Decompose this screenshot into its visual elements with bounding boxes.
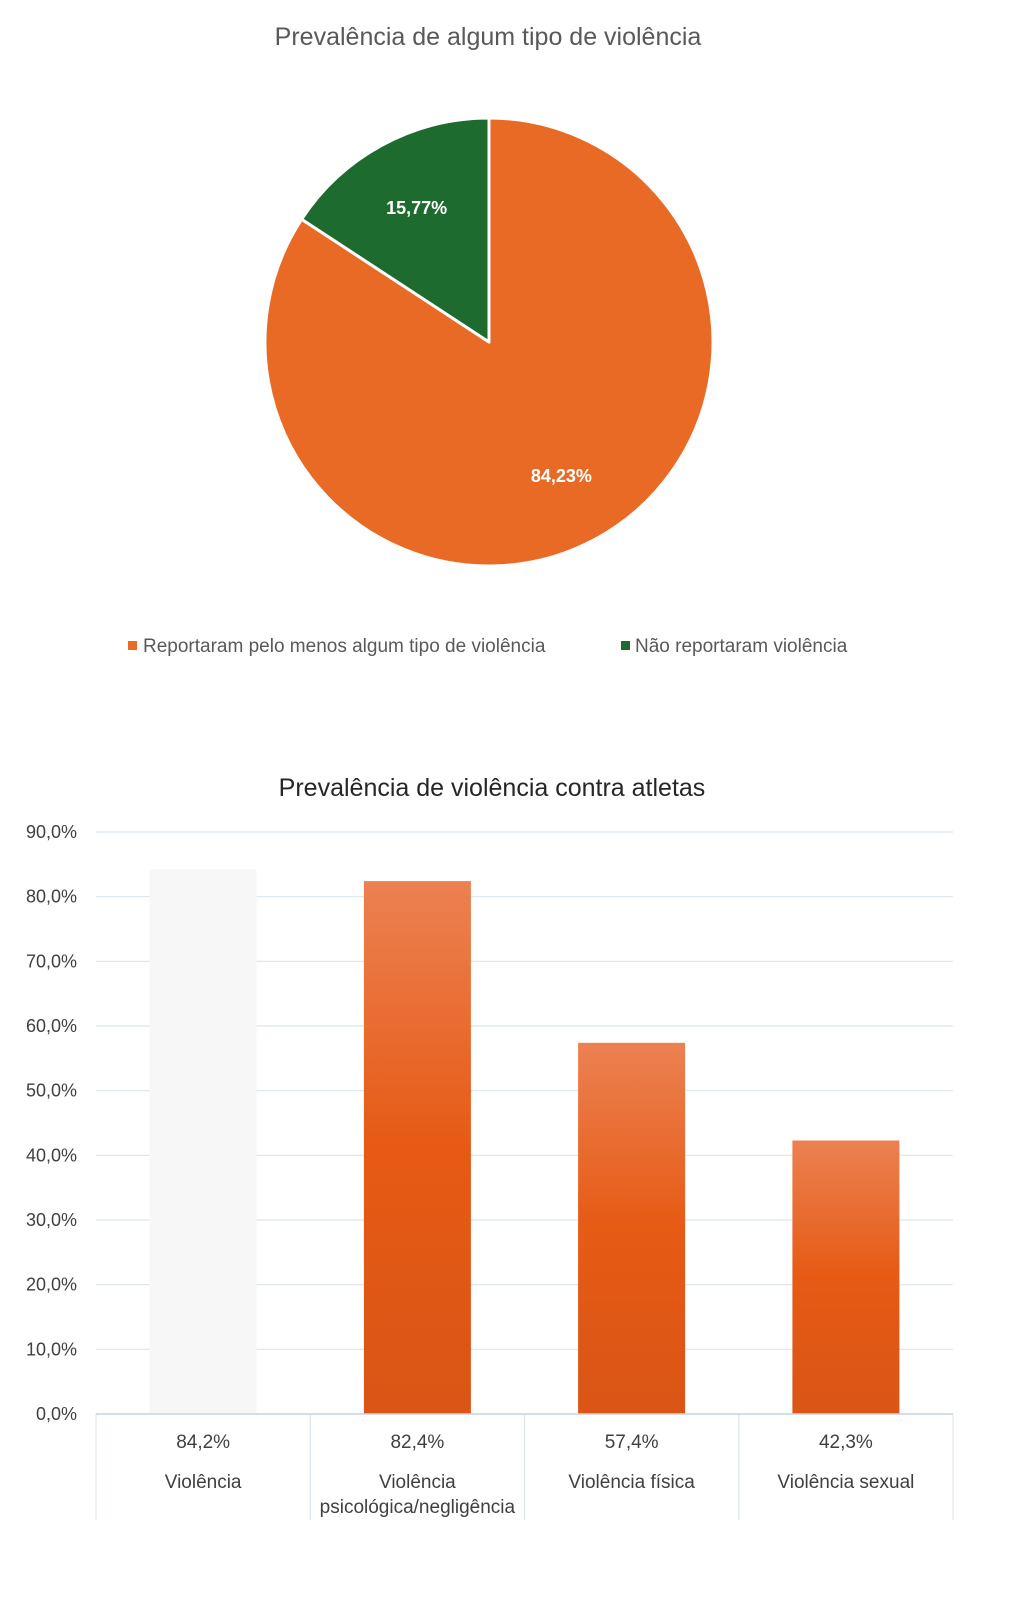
- pie-chart-title: Prevalência de algum tipo de violência: [275, 23, 702, 51]
- pie-slices: [263, 116, 715, 568]
- table-value-2: 57,4%: [605, 1432, 659, 1453]
- category-label-1: Violência psicológica/negligência: [320, 1472, 516, 1518]
- bar-data-table: 84,2% Violência 82,4% Violência psicológica/…: [95, 1413, 954, 1520]
- bar-2: [578, 1042, 686, 1414]
- legend-label-reported: Reportaram pelo menos algum tipo de viol…: [143, 636, 546, 657]
- table-value-0: 84,2%: [176, 1432, 230, 1453]
- bar-0: [149, 869, 257, 1414]
- bar-chart-canvas: Prevalência de violência contra atletas …: [26, 774, 954, 1520]
- pie-chart: Prevalência de algum tipo de violência 8…: [0, 0, 1013, 730]
- y-tick-label-6: 60,0%: [26, 1016, 77, 1036]
- bar-bars: [149, 869, 900, 1414]
- pie-chart-canvas: Prevalência de algum tipo de violência 8…: [128, 23, 848, 657]
- y-tick-label-5: 50,0%: [26, 1081, 77, 1101]
- y-tick-label-4: 40,0%: [26, 1145, 77, 1165]
- table-value-3: 42,3%: [819, 1432, 873, 1453]
- category-label-3-line-0: Violência sexual: [777, 1472, 914, 1493]
- pie-slice-label-1: 15,77%: [386, 198, 447, 218]
- bar-chart-title: Prevalência de violência contra atletas: [279, 774, 706, 802]
- pie-slice-1: [300, 116, 491, 344]
- legend-item-not-reported: Não reportaram violência: [621, 636, 848, 657]
- category-label-1-line-0: Violência: [379, 1472, 456, 1493]
- y-tick-label-7: 70,0%: [26, 951, 77, 971]
- legend-item-reported: Reportaram pelo menos algum tipo de viol…: [128, 636, 546, 657]
- legend-swatch-not-reported: [621, 641, 630, 650]
- y-tick-label-1: 10,0%: [26, 1339, 77, 1359]
- bar-1: [363, 881, 471, 1414]
- y-tick-label-9: 90,0%: [26, 822, 77, 842]
- pie-slice-labels: 84,23% 15,77%: [386, 198, 592, 486]
- category-label-1-line-1: psicológica/negligência: [320, 1497, 516, 1518]
- category-label-2-line-0: Violência física: [568, 1472, 695, 1493]
- category-label-0-line-0: Violência: [165, 1472, 242, 1493]
- table-value-1: 82,4%: [390, 1432, 444, 1453]
- y-tick-label-2: 20,0%: [26, 1275, 77, 1295]
- bar-chart: Prevalência de violência contra atletas …: [0, 730, 1013, 1617]
- y-tick-label-3: 30,0%: [26, 1210, 77, 1230]
- legend-swatch-reported: [128, 641, 137, 650]
- y-tick-label-0: 0,0%: [36, 1404, 77, 1424]
- category-label-2: Violência física: [568, 1472, 695, 1493]
- pie-legend: Reportaram pelo menos algum tipo de viol…: [128, 636, 848, 657]
- pie-slice-label-0: 84,23%: [531, 466, 592, 486]
- category-label-0: Violência: [165, 1472, 242, 1493]
- bar-3: [792, 1140, 900, 1414]
- category-label-3: Violência sexual: [777, 1472, 914, 1493]
- bar-y-axis-ticks: 0,0% 10,0% 20,0% 30,0% 40,0% 50,0% 60,0% 70,0% 8…: [26, 822, 77, 1424]
- legend-label-not-reported: Não reportaram violência: [635, 636, 848, 657]
- y-tick-label-8: 80,0%: [26, 887, 77, 907]
